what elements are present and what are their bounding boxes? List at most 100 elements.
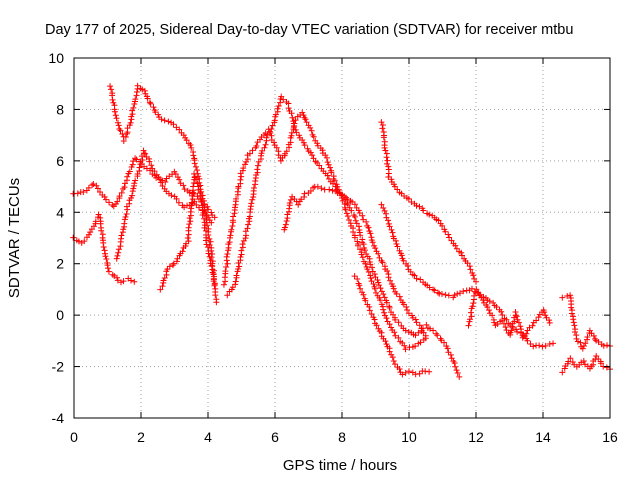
- data-point: [394, 243, 401, 250]
- data-point: [202, 237, 209, 244]
- data-point: [377, 285, 384, 292]
- data-point: [435, 217, 442, 224]
- data-point: [384, 268, 391, 275]
- data-point: [211, 214, 218, 221]
- data-point: [87, 229, 94, 236]
- data-point: [416, 370, 423, 377]
- data-point: [187, 208, 194, 215]
- data-point: [101, 193, 108, 200]
- data-point: [386, 321, 393, 328]
- data-point: [152, 109, 159, 116]
- data-point: [570, 319, 577, 326]
- data-point: [169, 262, 176, 269]
- data-point: [388, 226, 395, 233]
- data-point: [323, 154, 330, 161]
- data-point: [179, 248, 186, 255]
- data-point: [530, 343, 537, 350]
- series-track-11: [378, 201, 557, 350]
- data-point: [244, 225, 251, 232]
- data-point: [466, 263, 473, 270]
- data-point: [187, 142, 194, 149]
- data-point: [282, 221, 289, 228]
- data-point: [343, 210, 350, 217]
- data-point: [283, 218, 290, 225]
- data-point: [143, 165, 150, 172]
- y-tick-label: 6: [56, 153, 64, 169]
- data-point: [140, 147, 147, 154]
- data-point: [386, 223, 393, 230]
- data-point: [446, 234, 453, 241]
- data-point: [404, 307, 411, 314]
- data-point: [132, 155, 139, 162]
- data-point: [316, 162, 323, 169]
- data-point: [254, 162, 261, 169]
- data-point: [107, 83, 114, 90]
- chart-title: Day 177 of 2025, Sidereal Day-to-day VTE…: [45, 22, 573, 38]
- data-point: [398, 252, 405, 259]
- data-point: [385, 274, 392, 281]
- data-point: [499, 317, 506, 324]
- series-track-6: [220, 109, 429, 353]
- data-point: [326, 186, 333, 193]
- data-point: [201, 215, 208, 222]
- data-point: [465, 322, 472, 329]
- data-point: [191, 170, 198, 177]
- series-track-2: [70, 211, 138, 286]
- data-point: [546, 319, 553, 326]
- data-point: [498, 308, 505, 315]
- data-point: [237, 176, 244, 183]
- data-point: [300, 112, 307, 119]
- data-point: [371, 285, 378, 292]
- data-point: [133, 88, 140, 95]
- data-point: [392, 361, 399, 368]
- data-point: [474, 289, 481, 296]
- x-tick-label: 10: [401, 429, 417, 445]
- data-point: [467, 309, 474, 316]
- data-point: [146, 99, 153, 106]
- data-point: [139, 86, 146, 93]
- data-point: [254, 166, 261, 173]
- data-point: [268, 125, 275, 132]
- data-point: [277, 157, 284, 164]
- data-point: [174, 255, 181, 262]
- y-tick-label: 0: [56, 307, 64, 323]
- data-point: [378, 119, 385, 126]
- data-point: [393, 240, 400, 247]
- data-point: [568, 310, 575, 317]
- x-tick-label: 0: [70, 429, 78, 445]
- data-point: [139, 157, 146, 164]
- data-point: [526, 324, 533, 331]
- data-point: [100, 244, 107, 251]
- data-point: [411, 272, 418, 279]
- data-point: [94, 185, 101, 192]
- data-point: [180, 132, 187, 139]
- data-point: [173, 195, 180, 202]
- data-point: [131, 180, 138, 187]
- data-point: [379, 122, 386, 129]
- data-point: [275, 103, 282, 109]
- data-point: [441, 339, 448, 346]
- data-point: [115, 246, 122, 253]
- data-point: [89, 182, 96, 189]
- data-point: [415, 329, 422, 336]
- data-point: [124, 125, 131, 132]
- data-point: [131, 278, 138, 285]
- data-point: [151, 168, 158, 175]
- data-point: [569, 359, 576, 366]
- data-point: [570, 316, 577, 323]
- data-point: [205, 206, 212, 213]
- data-point: [120, 138, 127, 145]
- data-point: [232, 204, 239, 211]
- data-point: [484, 304, 491, 311]
- data-point: [184, 235, 191, 242]
- data-point: [371, 271, 378, 278]
- data-point: [224, 251, 231, 258]
- data-point: [232, 278, 239, 285]
- data-point: [396, 247, 403, 254]
- data-point: [381, 309, 388, 316]
- data-point: [138, 153, 145, 160]
- data-point: [352, 217, 359, 224]
- data-point: [385, 220, 392, 227]
- data-point: [357, 246, 364, 253]
- data-point: [325, 161, 332, 168]
